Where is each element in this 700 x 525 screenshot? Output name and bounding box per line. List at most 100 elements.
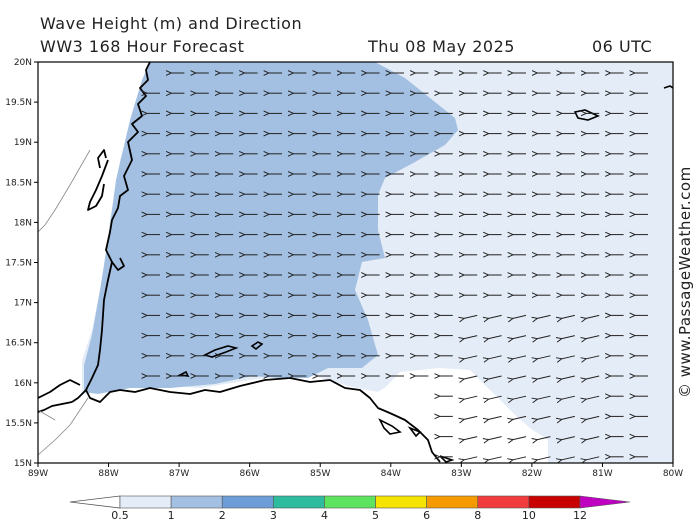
lat-label: 15.5N	[5, 419, 32, 429]
lon-label: 87W	[169, 469, 189, 479]
colorbar-label: 10	[522, 509, 536, 522]
wave-arrow	[513, 436, 527, 440]
colorbar-label: 8	[474, 509, 481, 522]
wave-arrow	[537, 415, 551, 419]
wave-arrow	[586, 415, 600, 419]
wave-arrow	[489, 436, 502, 440]
lon-label: 88W	[98, 469, 118, 479]
chart-title: Wave Height (m) and Direction	[40, 14, 303, 33]
islands	[177, 85, 673, 463]
colorbar-label: 6	[423, 509, 430, 522]
wave-arrow	[537, 436, 551, 440]
coastline	[38, 62, 441, 463]
wave-arrow	[513, 395, 527, 399]
colorbar-segment	[477, 495, 530, 509]
longitude-axis: 89W 88W 87W 86W 85W 84W 83W 82W 81W 80W	[28, 463, 683, 479]
wave-arrow	[537, 395, 551, 399]
forecast-date: Thu 08 May 2025	[368, 37, 515, 56]
colorbar-label: 0.5	[111, 509, 129, 522]
colorbar-label: 5	[372, 509, 379, 522]
lat-label: 16N	[14, 379, 32, 389]
colorbar-min-triangle	[69, 495, 121, 509]
wave-arrow	[586, 456, 600, 460]
colorbar-segment	[528, 495, 581, 509]
wave-arrow	[464, 456, 478, 460]
wave-arrow	[489, 415, 502, 419]
wave-arrow	[464, 415, 478, 419]
wave-arrow	[537, 375, 551, 379]
wave-arrow	[586, 355, 600, 359]
colorbar-segment	[426, 495, 479, 509]
lon-label: 89W	[28, 469, 48, 479]
lat-label: 18N	[14, 218, 32, 228]
wave-arrow	[537, 335, 551, 339]
wave-arrow	[586, 375, 600, 379]
wave-arrow	[513, 415, 527, 419]
wave-arrow	[489, 335, 502, 339]
wave-arrow	[562, 355, 575, 359]
wave-arrow	[489, 395, 502, 399]
wave-arrow	[464, 395, 478, 399]
colorbar-label: 1	[168, 509, 175, 522]
colorbar-label: 2	[219, 509, 226, 522]
wave-arrow	[562, 335, 575, 339]
wave-arrow	[464, 335, 478, 339]
colorbar-label: 3	[270, 509, 277, 522]
lon-label: 83W	[451, 469, 471, 479]
colorbar-segment	[375, 495, 427, 509]
lon-label: 82W	[522, 469, 542, 479]
colorbar-segment	[273, 495, 325, 509]
wave-arrow	[513, 375, 527, 379]
lat-label: 17.5N	[5, 259, 32, 269]
wave-arrow	[489, 314, 502, 318]
forecast-time: 06 UTC	[592, 37, 653, 56]
wave-arrow	[562, 375, 575, 379]
lon-label: 81W	[592, 469, 612, 479]
wave-arrow	[562, 456, 575, 460]
wave-arrow	[489, 456, 502, 460]
wave-arrow	[489, 375, 502, 379]
wave-height-colorbar: 0.5 1 2 3 4 5 6 8 10 12	[69, 495, 631, 522]
borders	[38, 149, 91, 456]
wave-arrow	[586, 436, 600, 440]
lon-label: 86W	[239, 469, 259, 479]
wave-arrow	[586, 395, 600, 399]
wave-arrow	[464, 355, 478, 359]
lat-label: 17N	[14, 299, 32, 309]
wave-arrow	[464, 436, 478, 440]
wave-arrow	[489, 355, 502, 359]
wave-arrow	[513, 456, 527, 460]
wave-arrow	[586, 314, 600, 318]
colorbar-max-triangle	[579, 495, 631, 509]
wave-arrow	[562, 395, 575, 399]
lon-label: 85W	[310, 469, 330, 479]
wave-arrow	[513, 355, 527, 359]
colorbar-segment	[170, 495, 223, 509]
lat-label: 15N	[14, 459, 32, 469]
latitude-axis: 20N 19.5N 19N 18.5N 18N 17.5N 17N 16.5N 16N 15.5N…	[5, 58, 38, 469]
colorbar-segment	[324, 495, 376, 509]
wave-arrow	[464, 375, 478, 379]
colorbar-segment	[119, 495, 172, 509]
wave-arrow	[586, 335, 600, 339]
lat-label: 16.5N	[5, 339, 32, 349]
wave-arrow	[537, 314, 551, 318]
wave-arrow	[513, 314, 527, 318]
lat-label: 18.5N	[5, 178, 32, 188]
wave-arrow	[537, 456, 551, 460]
lat-label: 19.5N	[5, 98, 32, 108]
wave-arrow	[562, 415, 575, 419]
wave-band-mid	[84, 62, 458, 394]
wave-arrow	[562, 314, 575, 318]
map-area	[38, 62, 673, 463]
lon-label: 80W	[663, 469, 683, 479]
wave-arrow	[513, 335, 527, 339]
lat-label: 19N	[14, 138, 32, 148]
wave-arrow	[537, 355, 551, 359]
colorbar-label: 4	[321, 509, 328, 522]
lat-label: 20N	[14, 58, 32, 68]
wave-arrow	[464, 314, 478, 318]
wave-direction-arrows	[147, 73, 648, 460]
lon-label: 84W	[381, 469, 401, 479]
